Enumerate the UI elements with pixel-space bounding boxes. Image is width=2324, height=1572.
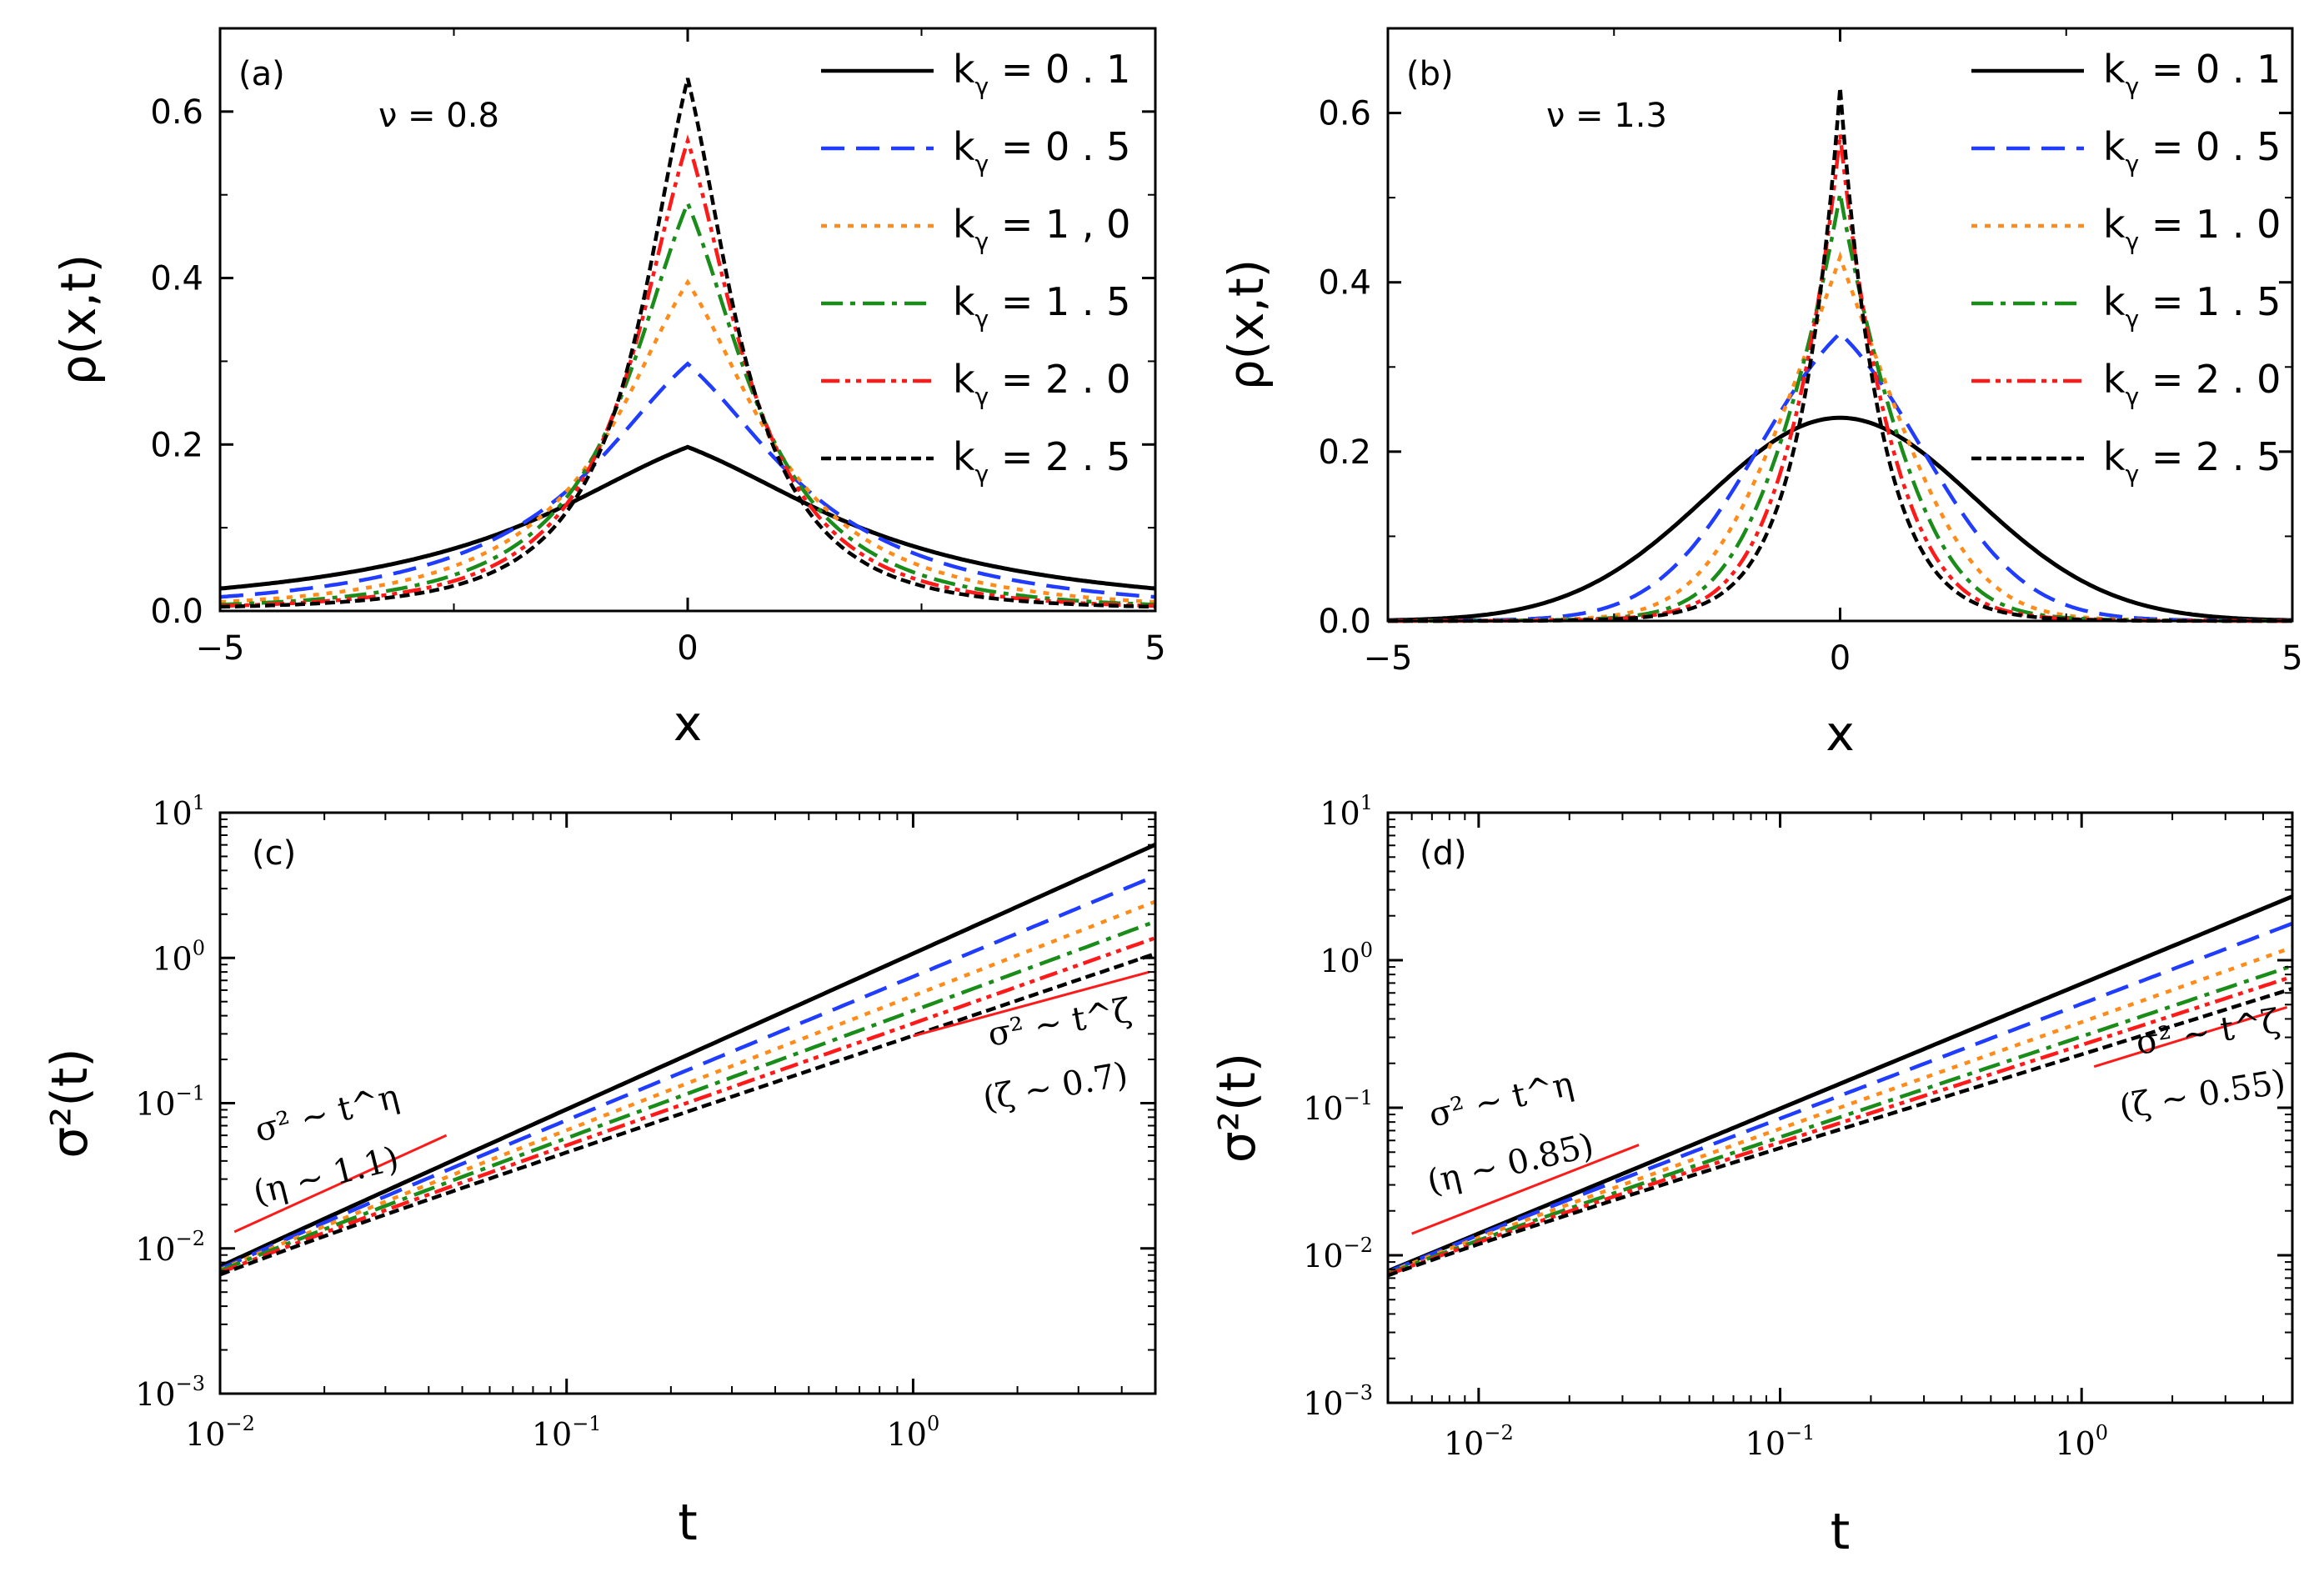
y-tick-label: 10−2 [1303,1234,1373,1274]
legend-label: kγ = 0 . 5 [2103,124,2281,178]
legend-label: kγ = 0 . 5 [953,124,1130,178]
reference-exponent: (ζ ~ 0.55) [2116,1063,2288,1127]
y-tick-label: 0.0 [150,593,203,631]
panel-label: (d) [1420,834,1467,873]
series-line [219,444,1156,591]
y-tick-label: 100 [152,936,205,977]
legend-label: kγ = 1 . 0 [2103,202,2281,255]
panel-label: (b) [1406,55,1454,93]
y-tick-label: 10−1 [135,1082,205,1123]
series-line [219,134,1156,608]
parameter-annotation: ν = 1.3 [1546,97,1667,135]
x-axis-label: t [678,1494,698,1552]
y-tick-label: 0.0 [1318,603,1371,641]
reference-line [233,1134,448,1234]
series-line [1387,921,2293,1274]
x-tick-label: −5 [1364,639,1413,678]
y-axis-label: σ²(t) [1209,1053,1267,1163]
y-tick-label: 0.6 [1318,95,1371,133]
legend-label: kγ = 2 . 0 [2103,357,2281,410]
panel-a: −5 0 5 0.0 0.2 0.4 0.6 x ρ(x,t) (a) ν = 0.8 kγ = 0 … [50,27,1166,752]
y-tick-label: 0.2 [150,426,203,464]
legend-label: kγ = 1 . 5 [953,279,1130,333]
y-tick-label: 0.4 [150,260,203,298]
legend-label: kγ = 1 , 0 [953,202,1130,255]
reference-exponent: (η ~ 0.85) [1424,1126,1597,1202]
y-tick-label: 100 [1320,939,1373,979]
panel-b: −5 0 5 0.0 0.2 0.4 0.6 x ρ(x,t) (b) ν = 1.3 kγ = 0 … [1218,27,2303,762]
y-tick-label: 101 [1320,791,1373,832]
x-tick-label: −5 [196,629,245,668]
x-tick-label: 10−1 [532,1412,602,1453]
y-axis-label: σ²(t) [41,1048,99,1158]
panel-label: (a) [238,55,285,93]
x-tick-label: 100 [2055,1421,2108,1462]
series-line [219,919,1156,1273]
series-line [1387,894,2293,1274]
y-tick-label: 0.2 [1318,433,1371,472]
y-tick-label: 0.4 [1318,264,1371,303]
reference-line [2093,1005,2288,1069]
y-tick-label: 10−1 [1303,1086,1373,1127]
x-tick-label: 0 [677,629,698,668]
parameter-annotation: ν = 0.8 [378,97,499,135]
panel-d: 10−3 10−2 10−1 100 101 10−2 10−1 100 t σ²(t) (d) σ²… [1209,791,2294,1561]
x-axis-label: x [1826,705,1854,762]
y-tick-label: 101 [152,791,205,832]
reference-line [913,970,1150,1038]
series-line [219,952,1156,1277]
x-tick-label: 0 [1830,639,1851,678]
series-line [1387,964,2293,1276]
series-line [1387,974,2293,1277]
reference-exponent: (ζ ~ 0.7) [980,1055,1131,1119]
legend-label: kγ = 0 . 1 [953,47,1130,100]
series-line [219,78,1156,609]
legend-label: kγ = 1 . 5 [2103,279,2281,333]
reference-exponent: (η ~ 1.1) [249,1139,403,1213]
series-line [219,361,1156,599]
reference-label: σ² ~ t^η [251,1078,403,1150]
y-tick-label: 10−3 [1303,1381,1373,1422]
x-axis-label: t [1831,1503,1851,1561]
y-axis-label: ρ(x,t) [50,254,107,386]
y-tick-label: 0.6 [150,93,203,132]
series-line [218,843,1157,1269]
x-tick-label: 5 [2281,639,2302,678]
x-tick-label: 10−2 [185,1412,255,1453]
plot-frame [1386,27,2294,623]
series-line [219,278,1156,604]
x-tick-label: 100 [887,1412,940,1453]
reference-label: σ² ~ t^η [1425,1064,1577,1134]
series-line [1387,987,2293,1278]
series-line [1387,945,2293,1275]
legend-label: kγ = 2 . 5 [953,434,1130,488]
y-tick-label: 10−3 [135,1372,205,1413]
series-line [219,936,1156,1274]
legend-label: kγ = 0 . 1 [2103,47,2281,100]
y-tick-label: 10−2 [135,1227,205,1268]
x-axis-label: x [674,695,702,752]
y-axis-label: ρ(x,t) [1218,259,1275,391]
series-line [219,198,1156,607]
x-tick-label: 10−1 [1746,1421,1816,1462]
x-tick-label: 5 [1144,629,1165,668]
legend-label: kγ = 2 . 0 [953,357,1130,410]
series-line [1387,415,2293,623]
reference-label: σ² ~ t^ζ [985,991,1134,1054]
series-line [219,874,1156,1271]
reference-line [1411,1144,1640,1235]
panel-label: (c) [252,834,296,873]
legend-label: kγ = 2 . 5 [2103,434,2281,488]
x-tick-label: 10−2 [1444,1421,1514,1462]
